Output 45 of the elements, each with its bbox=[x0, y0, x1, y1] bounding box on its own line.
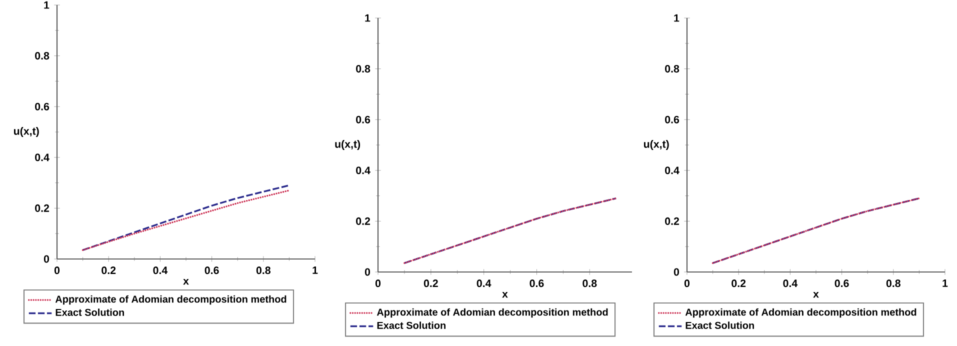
x-tick-label: 1 bbox=[942, 280, 948, 287]
y-tick-label: 0.8 bbox=[35, 52, 50, 60]
x-tick-label: 0.6 bbox=[834, 280, 849, 288]
x-tick-label: 0 bbox=[684, 280, 690, 288]
legend-label: Exact Solution bbox=[686, 322, 754, 329]
y-tick-label: 0.4 bbox=[356, 166, 370, 174]
y-axis-title: u(x,t) bbox=[644, 140, 669, 150]
x-tick-label: 0.6 bbox=[530, 280, 544, 288]
x-tick-label: 0.2 bbox=[424, 280, 438, 288]
y-tick-label: 0.6 bbox=[665, 116, 680, 124]
legend-label: Exact Solution bbox=[377, 322, 446, 329]
x-tick-label: 0 bbox=[54, 266, 60, 274]
y-tick-label: 1 bbox=[674, 14, 680, 22]
y-tick-label: 1 bbox=[365, 14, 370, 22]
y-tick-label: 0 bbox=[44, 255, 50, 263]
x-axis-title: x bbox=[183, 278, 189, 285]
x-tick-label: 0.2 bbox=[732, 280, 746, 288]
legend-label: Exact Solution bbox=[56, 308, 124, 316]
legend-label: Approximate of Adomian decomposition method bbox=[685, 308, 916, 318]
x-tick-label: 0.4 bbox=[153, 266, 168, 274]
y-tick-label: 0.2 bbox=[35, 204, 50, 212]
y-axis-title: u(x,t) bbox=[14, 127, 39, 137]
x-tick-label: 0 bbox=[375, 280, 381, 288]
y-tick-label: 0.4 bbox=[665, 166, 680, 174]
y-tick-label: 0.2 bbox=[356, 217, 370, 225]
x-tick-label: 0.8 bbox=[256, 266, 270, 274]
x-tick-label: 1 bbox=[312, 266, 318, 274]
x-tick-label: 0.4 bbox=[476, 280, 492, 288]
x-tick-label: 0.8 bbox=[582, 280, 597, 288]
y-tick-label: 0.8 bbox=[356, 65, 370, 73]
y-tick-label: 0.6 bbox=[35, 102, 50, 110]
x-axis-title: x bbox=[813, 292, 819, 298]
legend-label: Approximate of Adomian decomposition method bbox=[55, 295, 286, 305]
x-tick-label: 0.2 bbox=[102, 266, 116, 274]
y-axis-title: u(x,t) bbox=[335, 140, 360, 150]
x-tick-label: 0.6 bbox=[204, 266, 219, 274]
x-tick-label: 0.4 bbox=[783, 280, 798, 288]
legend-label: Approximate of Adomian decomposition method bbox=[376, 308, 608, 318]
y-tick-label: 0.8 bbox=[665, 65, 680, 73]
y-tick-label: 0.4 bbox=[35, 154, 50, 162]
y-tick-label: 0.6 bbox=[356, 116, 370, 124]
y-tick-label: 0.2 bbox=[665, 217, 680, 225]
x-axis-title: x bbox=[502, 292, 508, 298]
x-tick-label: 0.8 bbox=[886, 280, 900, 288]
y-tick-label: 1 bbox=[44, 1, 50, 9]
